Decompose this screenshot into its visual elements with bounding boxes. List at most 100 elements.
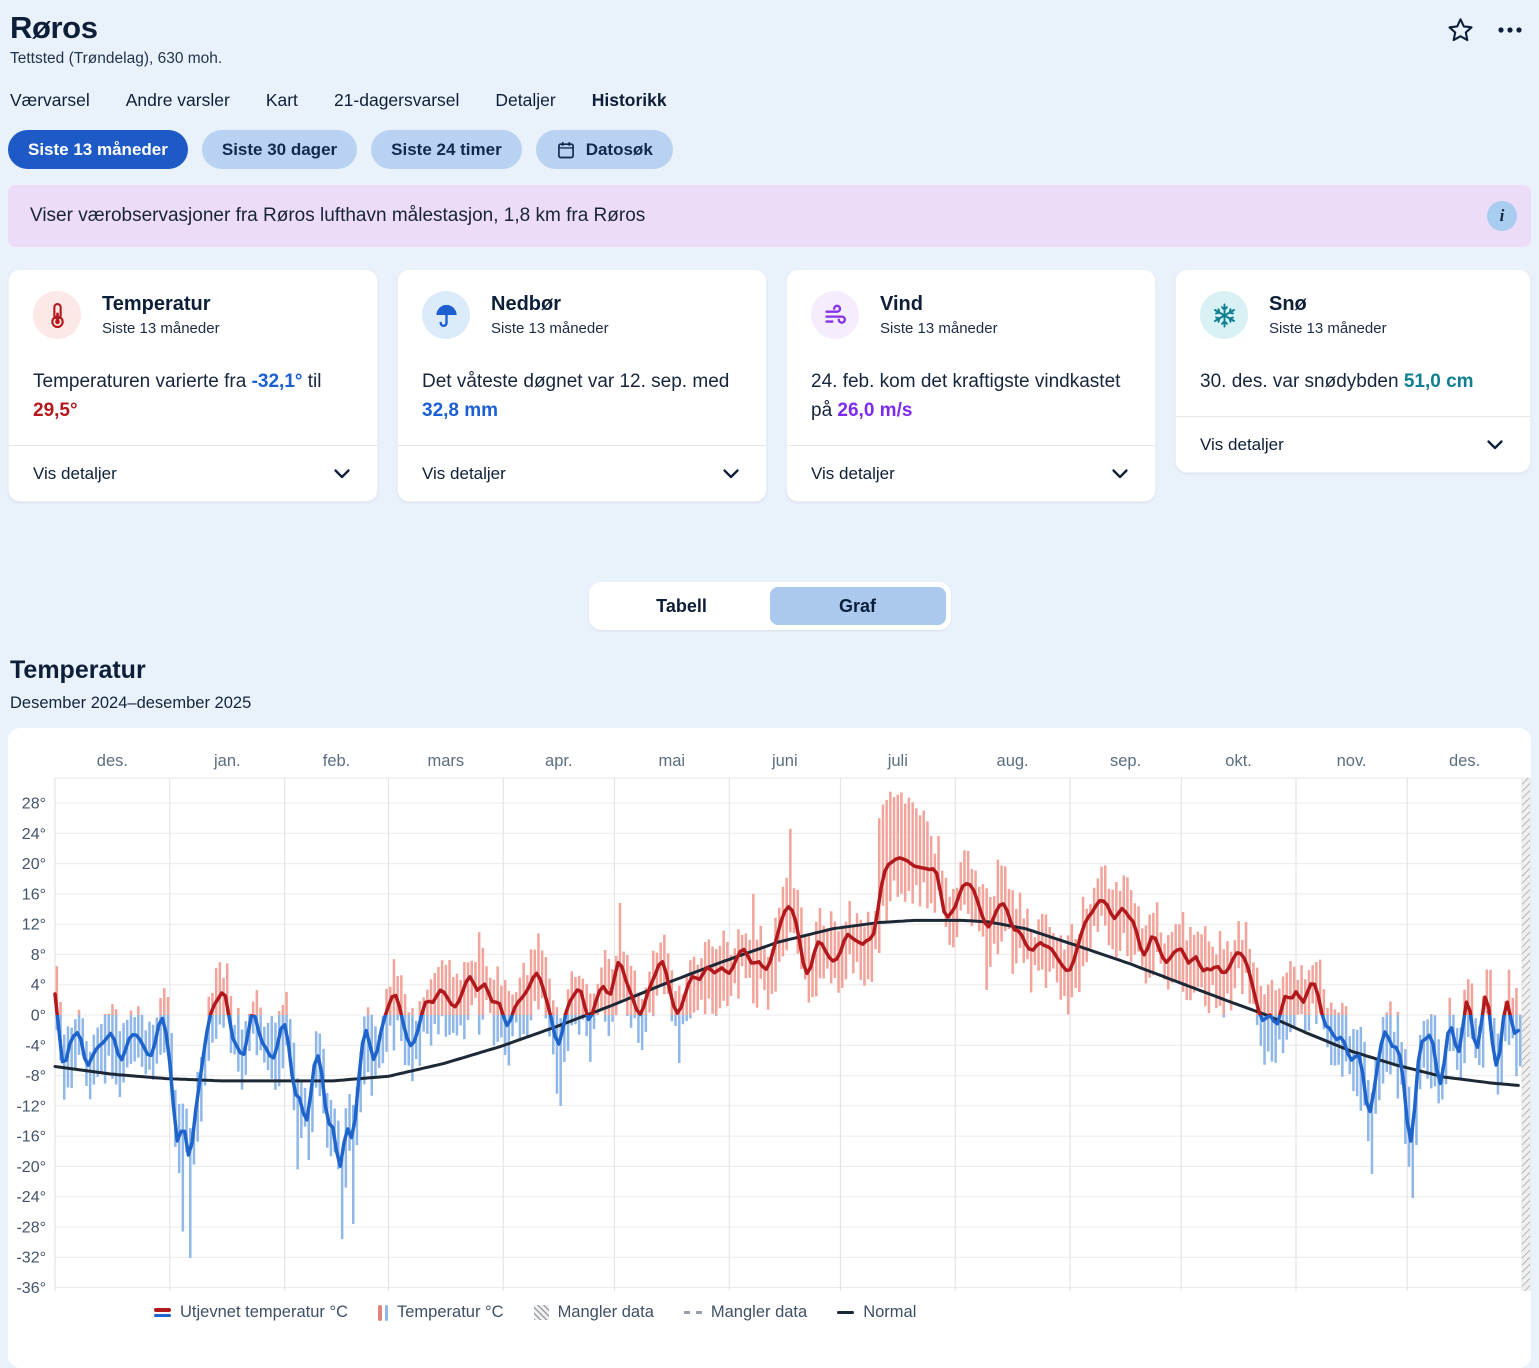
hatch-icon	[534, 1305, 549, 1320]
card-icon-circle	[33, 291, 81, 339]
filter-label: Siste 13 måneder	[28, 140, 168, 160]
filter-siste-24-timer[interactable]: Siste 24 timer	[371, 130, 522, 169]
month-label: nov.	[1337, 752, 1367, 770]
chart-section-subtitle: Desember 2024–desember 2025	[10, 694, 1531, 713]
page-subtitle: Tettsted (Trøndelag), 630 moh.	[10, 50, 1531, 68]
chevron-down-icon	[331, 463, 353, 485]
legend-label: Mangler data	[558, 1303, 654, 1322]
filter-label: Datosøk	[586, 140, 653, 160]
missing-data-strip	[1522, 778, 1530, 1291]
range-bars-icon	[378, 1305, 388, 1321]
y-tick-label: 4°	[31, 977, 46, 994]
card-text-part: 32,8 mm	[422, 400, 498, 421]
card-details-toggle[interactable]: Vis detaljer	[9, 445, 377, 501]
legend-item-utjevnet-temperatur-c: Utjevnet temperatur °C	[154, 1303, 348, 1322]
card-nedbor: Nedbør Siste 13 måneder Det våteste døgn…	[397, 269, 767, 502]
y-tick-label: 24°	[22, 826, 46, 843]
month-label: aug.	[997, 752, 1029, 770]
thermometer-icon	[44, 302, 71, 329]
card-text-part: 30. des. var snødybden	[1200, 371, 1404, 392]
y-tick-label: -36°	[16, 1280, 46, 1294]
history-filters: Siste 13 måneder Siste 30 dager Siste 24 t…	[8, 130, 1531, 169]
y-tick-label: -24°	[16, 1189, 46, 1206]
month-label: mai	[659, 752, 686, 770]
nav-item-21-dagersvarsel[interactable]: 21-dagersvarsel	[334, 90, 459, 111]
card-text-part: Det våteste døgnet var 12. sep. med	[422, 371, 729, 392]
nav-item-detaljer[interactable]: Detaljer	[495, 90, 555, 111]
normal-line-icon	[837, 1311, 854, 1315]
filter-datos-k[interactable]: Datosøk	[536, 130, 673, 169]
smoothed-line-icon	[154, 1308, 171, 1317]
card-icon-circle	[811, 291, 859, 339]
legend-item-mangler-data: Mangler data	[684, 1303, 807, 1322]
card-subtitle: Siste 13 måneder	[491, 320, 609, 337]
month-label: juni	[771, 752, 798, 770]
card-header: Snø Siste 13 måneder	[1200, 291, 1506, 339]
nav-item-kart[interactable]: Kart	[266, 90, 298, 111]
legend-item-mangler-data: Mangler data	[534, 1303, 654, 1322]
page-title: Røros	[10, 10, 1531, 46]
month-label: okt.	[1225, 752, 1252, 770]
page-header: Røros Tettsted (Trøndelag), 630 moh.	[8, 0, 1531, 68]
month-label: mars	[427, 752, 464, 770]
more-menu-icon[interactable]	[1495, 16, 1525, 44]
summary-cards: Temperatur Siste 13 måneder Temperaturen…	[8, 269, 1531, 502]
y-tick-label: 8°	[31, 947, 46, 964]
card-details-toggle[interactable]: Vis detaljer	[787, 445, 1155, 501]
details-label: Vis detaljer	[811, 464, 895, 484]
card-details-toggle[interactable]: Vis detaljer	[398, 445, 766, 501]
y-tick-label: -8°	[25, 1068, 46, 1085]
legend-label: Temperatur °C	[397, 1303, 504, 1322]
filter-siste-30-dager[interactable]: Siste 30 dager	[202, 130, 357, 169]
station-info-banner: Viser værobservasjoner fra Røros lufthav…	[8, 185, 1531, 247]
card-text-part: 51,0 cm	[1404, 371, 1474, 392]
card-body: 24. feb. kom det kraftigste vindkastet p…	[811, 367, 1131, 425]
card-details-toggle[interactable]: Vis detaljer	[1176, 416, 1530, 472]
card-body: Det våteste døgnet var 12. sep. med 32,8…	[422, 367, 742, 425]
temperature-chart-svg[interactable]: 28°24°20°16°12°8°4°0°-4°-8°-12°-16°-20°-…	[8, 728, 1531, 1294]
y-tick-label: 16°	[22, 886, 46, 903]
daily-range-bars	[56, 792, 1522, 1258]
legend-label: Utjevnet temperatur °C	[180, 1303, 348, 1322]
nav-item-andre-varsler[interactable]: Andre varsler	[126, 90, 230, 111]
temperature-chart-card: 28°24°20°16°12°8°4°0°-4°-8°-12°-16°-20°-…	[8, 728, 1531, 1368]
filter-siste-13-m-neder[interactable]: Siste 13 måneder	[8, 130, 188, 169]
favorite-star-icon[interactable]	[1445, 16, 1475, 44]
dash-icon	[684, 1311, 702, 1314]
toggle-tabell[interactable]: Tabell	[594, 587, 770, 625]
card-subtitle: Siste 13 måneder	[1269, 320, 1387, 337]
y-tick-label: -20°	[16, 1159, 46, 1176]
card-text-part: -32,1°	[252, 371, 303, 392]
month-label: sep.	[1110, 752, 1141, 770]
legend-item-normal: Normal	[837, 1303, 916, 1322]
chevron-down-icon	[1109, 463, 1131, 485]
chart-section-title: Temperatur	[10, 656, 1531, 685]
y-tick-label: -12°	[16, 1098, 46, 1115]
card-header: Vind Siste 13 måneder	[811, 291, 1131, 339]
details-label: Vis detaljer	[1200, 435, 1284, 455]
legend-item-temperatur-c: Temperatur °C	[378, 1303, 504, 1322]
nav-item-v-rvarsel[interactable]: Værvarsel	[10, 90, 90, 111]
y-tick-label: 20°	[22, 856, 46, 873]
month-label: des.	[1449, 752, 1480, 770]
card-header: Temperatur Siste 13 måneder	[33, 291, 353, 339]
umbrella-icon	[433, 302, 460, 329]
card-subtitle: Siste 13 måneder	[102, 320, 220, 337]
card-title: Nedbør	[491, 293, 609, 316]
month-label: apr.	[545, 752, 573, 770]
chart-section-heading: Temperatur Desember 2024–desember 2025	[10, 656, 1531, 713]
y-tick-label: -32°	[16, 1250, 46, 1267]
info-icon[interactable]: i	[1487, 201, 1517, 231]
toggle-graf[interactable]: Graf	[770, 587, 946, 625]
legend-label: Normal	[863, 1303, 916, 1322]
temperature-chart[interactable]: 28°24°20°16°12°8°4°0°-4°-8°-12°-16°-20°-…	[8, 728, 1531, 1294]
details-label: Vis detaljer	[33, 464, 117, 484]
nav-item-historikk[interactable]: Historikk	[592, 90, 667, 111]
calendar-icon	[556, 140, 576, 160]
card-header: Nedbør Siste 13 måneder	[422, 291, 742, 339]
y-tick-label: -28°	[16, 1220, 46, 1237]
chart-legend: Utjevnet temperatur °C Temperatur °C Mangl…	[154, 1303, 1531, 1322]
month-label: jan.	[213, 752, 241, 770]
